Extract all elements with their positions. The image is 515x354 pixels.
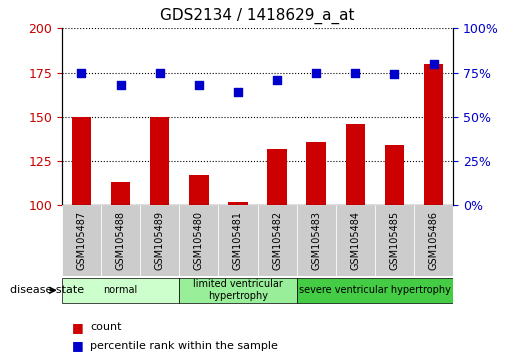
FancyBboxPatch shape bbox=[101, 205, 140, 276]
Bar bbox=[72, 117, 91, 205]
Point bbox=[195, 82, 203, 88]
Bar bbox=[346, 124, 365, 205]
Point bbox=[77, 70, 85, 75]
Text: GSM105483: GSM105483 bbox=[311, 211, 321, 270]
Title: GDS2134 / 1418629_a_at: GDS2134 / 1418629_a_at bbox=[160, 8, 355, 24]
FancyBboxPatch shape bbox=[218, 205, 258, 276]
FancyBboxPatch shape bbox=[297, 205, 336, 276]
Bar bbox=[385, 145, 404, 205]
Point bbox=[312, 70, 320, 75]
Text: ■: ■ bbox=[72, 321, 84, 334]
Bar bbox=[189, 175, 209, 205]
Bar bbox=[267, 149, 287, 205]
Bar bbox=[424, 64, 443, 205]
Point bbox=[273, 77, 281, 82]
Text: GSM105489: GSM105489 bbox=[154, 211, 165, 270]
Bar bbox=[150, 117, 169, 205]
Point bbox=[116, 82, 125, 88]
Bar bbox=[306, 142, 326, 205]
FancyBboxPatch shape bbox=[375, 205, 414, 276]
Text: GSM105482: GSM105482 bbox=[272, 211, 282, 270]
FancyBboxPatch shape bbox=[414, 205, 453, 276]
FancyBboxPatch shape bbox=[258, 205, 297, 276]
Point bbox=[156, 70, 164, 75]
Text: GSM105488: GSM105488 bbox=[115, 211, 126, 270]
Text: GSM105480: GSM105480 bbox=[194, 211, 204, 270]
Point bbox=[234, 89, 242, 95]
Text: limited ventricular
hypertrophy: limited ventricular hypertrophy bbox=[193, 279, 283, 301]
Text: GSM105487: GSM105487 bbox=[76, 211, 87, 270]
Point bbox=[390, 72, 399, 77]
Bar bbox=[228, 202, 248, 205]
Bar bbox=[111, 182, 130, 205]
Point bbox=[351, 70, 359, 75]
Text: GSM105481: GSM105481 bbox=[233, 211, 243, 270]
Text: disease state: disease state bbox=[10, 285, 84, 295]
FancyBboxPatch shape bbox=[336, 205, 375, 276]
Text: GSM105485: GSM105485 bbox=[389, 211, 400, 270]
Point bbox=[430, 61, 438, 67]
FancyBboxPatch shape bbox=[62, 278, 179, 303]
FancyBboxPatch shape bbox=[179, 205, 218, 276]
FancyBboxPatch shape bbox=[62, 205, 101, 276]
Text: GSM105486: GSM105486 bbox=[428, 211, 439, 270]
FancyBboxPatch shape bbox=[140, 205, 179, 276]
FancyBboxPatch shape bbox=[179, 278, 297, 303]
Text: normal: normal bbox=[104, 285, 138, 295]
Text: severe ventricular hypertrophy: severe ventricular hypertrophy bbox=[299, 285, 451, 295]
FancyBboxPatch shape bbox=[297, 278, 453, 303]
Text: ■: ■ bbox=[72, 339, 84, 352]
Text: count: count bbox=[90, 322, 122, 332]
Text: GSM105484: GSM105484 bbox=[350, 211, 360, 270]
Text: percentile rank within the sample: percentile rank within the sample bbox=[90, 341, 278, 351]
